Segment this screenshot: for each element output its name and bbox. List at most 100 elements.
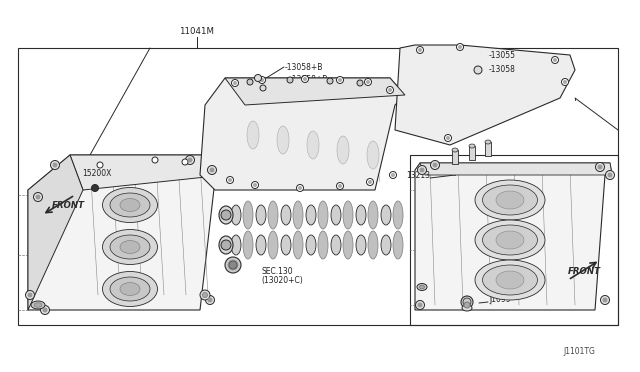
Ellipse shape [281,235,291,255]
Ellipse shape [496,191,524,209]
Circle shape [53,163,57,167]
Ellipse shape [381,235,391,255]
Ellipse shape [256,235,266,255]
Circle shape [418,303,422,307]
Circle shape [152,157,158,163]
Ellipse shape [343,201,353,229]
Polygon shape [70,155,230,190]
Ellipse shape [356,205,366,225]
Ellipse shape [120,199,140,212]
Circle shape [417,46,424,54]
Circle shape [247,79,253,85]
Ellipse shape [268,201,278,229]
Ellipse shape [463,298,471,306]
Circle shape [228,179,232,182]
Ellipse shape [496,231,524,249]
Polygon shape [28,155,230,310]
Circle shape [28,293,32,297]
Circle shape [303,77,307,80]
Text: FRONT: FRONT [568,267,601,276]
Bar [485,142,491,156]
Circle shape [431,160,440,170]
Circle shape [43,308,47,312]
Circle shape [208,298,212,302]
Circle shape [561,78,568,86]
Ellipse shape [102,230,157,264]
Circle shape [337,183,344,189]
Circle shape [420,168,424,172]
Ellipse shape [393,231,403,259]
Circle shape [260,85,266,91]
Ellipse shape [31,301,45,309]
Ellipse shape [368,231,378,259]
Text: FRONT: FRONT [52,201,85,209]
Circle shape [210,168,214,172]
Ellipse shape [475,180,545,220]
Text: J1099: J1099 [489,295,511,305]
Circle shape [36,195,40,199]
Circle shape [456,44,463,51]
Circle shape [554,58,557,61]
Circle shape [392,173,394,176]
Circle shape [252,182,259,189]
Circle shape [51,160,60,170]
Circle shape [339,78,342,81]
Ellipse shape [110,235,150,259]
Ellipse shape [247,121,259,149]
Circle shape [33,192,42,202]
Circle shape [464,302,470,308]
Polygon shape [415,163,612,310]
Circle shape [234,81,237,84]
Circle shape [339,185,342,187]
Ellipse shape [110,277,150,301]
Circle shape [365,78,371,86]
Ellipse shape [306,235,316,255]
Ellipse shape [417,283,427,291]
Text: 11041M: 11041M [179,28,214,36]
Circle shape [552,57,559,64]
Ellipse shape [318,231,328,259]
Ellipse shape [381,205,391,225]
Circle shape [26,291,35,299]
Circle shape [367,80,369,83]
Circle shape [367,179,374,186]
Ellipse shape [393,201,403,229]
Ellipse shape [461,296,473,308]
Circle shape [603,298,607,302]
Ellipse shape [120,241,140,253]
Text: J1101TG: J1101TG [563,347,595,356]
Text: -13058: -13058 [489,65,516,74]
Circle shape [301,76,308,83]
Ellipse shape [219,206,233,224]
Ellipse shape [102,272,157,307]
Circle shape [227,176,234,183]
Ellipse shape [231,205,241,225]
Circle shape [605,170,614,180]
Circle shape [445,135,451,141]
Text: (13020+C): (13020+C) [261,276,303,285]
Circle shape [296,185,303,192]
Ellipse shape [356,235,366,255]
Circle shape [598,165,602,169]
Circle shape [221,210,231,220]
Ellipse shape [293,231,303,259]
Circle shape [357,80,363,86]
Ellipse shape [469,144,475,148]
Ellipse shape [243,201,253,229]
Ellipse shape [475,260,545,300]
Ellipse shape [337,136,349,164]
Circle shape [595,163,605,171]
Ellipse shape [462,305,472,311]
Ellipse shape [419,285,424,289]
Circle shape [447,137,449,140]
Ellipse shape [110,193,150,217]
Ellipse shape [318,201,328,229]
Circle shape [433,163,437,167]
Circle shape [40,305,49,314]
Ellipse shape [368,201,378,229]
Ellipse shape [256,205,266,225]
Circle shape [229,261,237,269]
Circle shape [563,80,566,83]
Circle shape [200,290,210,300]
Ellipse shape [219,236,233,254]
